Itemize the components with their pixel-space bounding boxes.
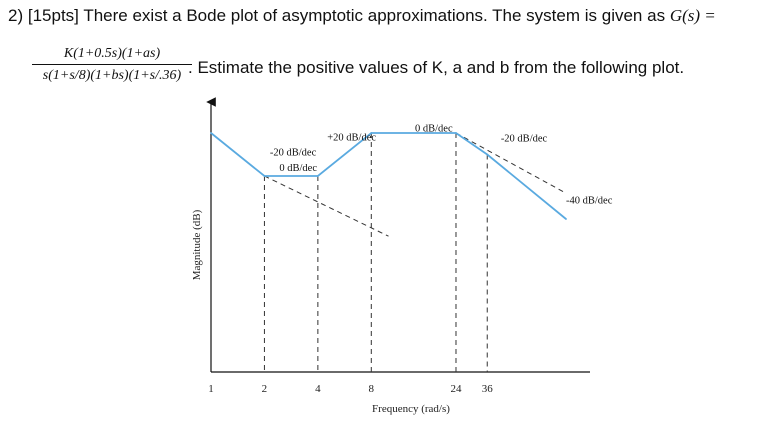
vertical-guides [263,133,488,372]
dashed-asymptotes [264,132,567,237]
slope-label: -40 dB/dec [566,196,613,207]
curve-breakpoint [565,218,567,220]
x-tick-label: 8 [369,383,375,395]
slope-label: 0 dB/dec [415,124,453,135]
curve-breakpoint [455,132,457,134]
curve-breakpoint [263,175,266,177]
question-points: [15pts] [27,6,79,25]
x-tick-label: 4 [315,383,321,395]
x-tick-label: 36 [482,383,494,395]
question-instruction: . Estimate the positive values of K, a a… [188,58,685,77]
x-tick-label: 2 [262,383,268,395]
curve-breakpoint [486,153,489,156]
transfer-function-numerator: K(1+0.5s)(1+as) [32,46,192,65]
curve-breakpoint [210,132,212,134]
curve-breakpoint [316,175,319,177]
transfer-function-fraction: K(1+0.5s)(1+as) s(1+s/8)(1+bs)(1+s/.36) [32,46,192,85]
asymptote-curve [210,132,567,220]
slope-label: 0 dB/dec [279,163,317,174]
question-line-1: 2) [15pts] There exist a Bode plot of as… [8,6,716,26]
slope-label: -20 dB/dec [501,134,548,145]
slope-annotations: +20 dB/dec 0 dB/dec -20 dB/dec -20 dB/dec 0 … [270,124,613,207]
x-axis-label: Frequency (rad/s) [372,403,450,415]
curve-breakpoint [370,132,373,134]
question-intro: There exist a Bode plot of asymptotic ap… [83,6,666,25]
x-tick-label: 24 [450,383,462,395]
transfer-function-label: G(s) = [669,6,716,25]
slope-label: +20 dB/dec [327,133,376,144]
x-tick-label: 1 [208,383,214,395]
y-axis-label: Magnitude (dB) [191,209,203,280]
x-tick-labels: 1 2 4 8 24 36 [208,383,493,395]
dashed-asymptote-1 [264,175,389,237]
question-number: 2) [8,6,24,25]
dashed-asymptote-2 [455,132,567,194]
slope-label: -20 dB/dec [270,148,317,159]
transfer-function-denominator: s(1+s/8)(1+bs)(1+s/.36) [42,68,182,83]
